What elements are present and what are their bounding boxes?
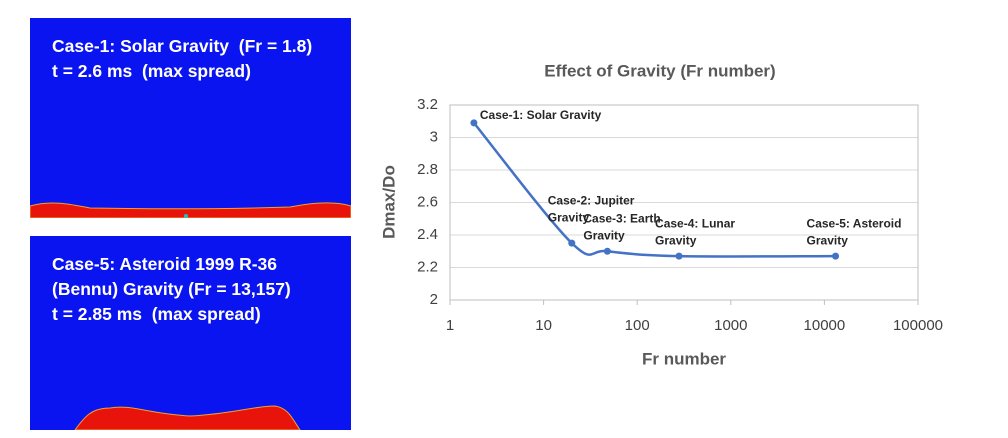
droplet — [74, 405, 301, 430]
point-label: Case-4: Lunar — [655, 216, 735, 230]
x-axis-title: Fr number — [642, 349, 726, 368]
point-label: Gravity — [655, 233, 697, 247]
point-label: Case-5: Asteroid — [807, 216, 902, 230]
x-tick-label: 100000 — [893, 317, 943, 334]
data-point — [603, 247, 611, 255]
data-point — [568, 239, 576, 247]
y-tick-label: 2.2 — [417, 258, 438, 275]
y-axis-title: Dmax/Do — [379, 165, 398, 239]
y-tick-label: 3 — [430, 128, 438, 145]
point-label: Case-3: Earth — [583, 211, 660, 225]
droplet — [30, 202, 351, 218]
x-tick-label: 10 — [535, 317, 552, 334]
caption-line: t = 2.85 ms (max spread) — [52, 304, 261, 324]
data-point — [675, 252, 683, 260]
marker — [184, 214, 188, 218]
y-tick-label: 2.4 — [417, 226, 438, 243]
x-tick-label: 10000 — [804, 317, 846, 334]
panel-caption: Case-1: Solar Gravity (Fr = 1.8) t = 2.6 … — [52, 34, 312, 84]
caption-line: t = 2.6 ms (max spread) — [52, 61, 251, 81]
chart: Effect of Gravity (Fr number) Dmax/Do Fr… — [379, 61, 943, 368]
point-label: Case-1: Solar Gravity — [480, 108, 602, 122]
point-label: Gravity — [583, 228, 625, 242]
x-tick-label: 1000 — [714, 317, 747, 334]
y-tick-label: 2.8 — [417, 161, 438, 178]
point-label: Gravity — [807, 233, 849, 247]
simulation-panel: Case-1: Solar Gravity (Fr = 1.8) t = 2.6 … — [30, 18, 351, 218]
x-tick-label: 100 — [625, 317, 650, 334]
data-point — [832, 252, 840, 260]
caption-line: Case-1: Solar Gravity (Fr = 1.8) — [52, 36, 313, 56]
x-tick-label: 1 — [446, 317, 454, 334]
y-tick-label: 3.2 — [417, 96, 438, 113]
y-tick-label: 2 — [430, 291, 438, 308]
plot-frame — [449, 104, 919, 301]
panel-caption: Case-5: Asteroid 1999 R-36 (Bennu) Gravit… — [52, 252, 291, 327]
chart-title: Effect of Gravity (Fr number) — [544, 61, 775, 80]
caption-line: Case-5: Asteroid 1999 R-36 — [52, 254, 278, 274]
caption-line: (Bennu) Gravity (Fr = 13,157) — [52, 279, 291, 299]
y-tick-label: 2.6 — [417, 193, 438, 210]
simulation-panel: Case-5: Asteroid 1999 R-36 (Bennu) Gravit… — [30, 236, 351, 430]
point-label: Gravity — [548, 210, 590, 224]
spread-shape — [74, 405, 301, 430]
data-point — [470, 119, 478, 127]
spread-shape — [30, 202, 351, 218]
point-label: Case-2: Jupiter — [548, 193, 635, 207]
